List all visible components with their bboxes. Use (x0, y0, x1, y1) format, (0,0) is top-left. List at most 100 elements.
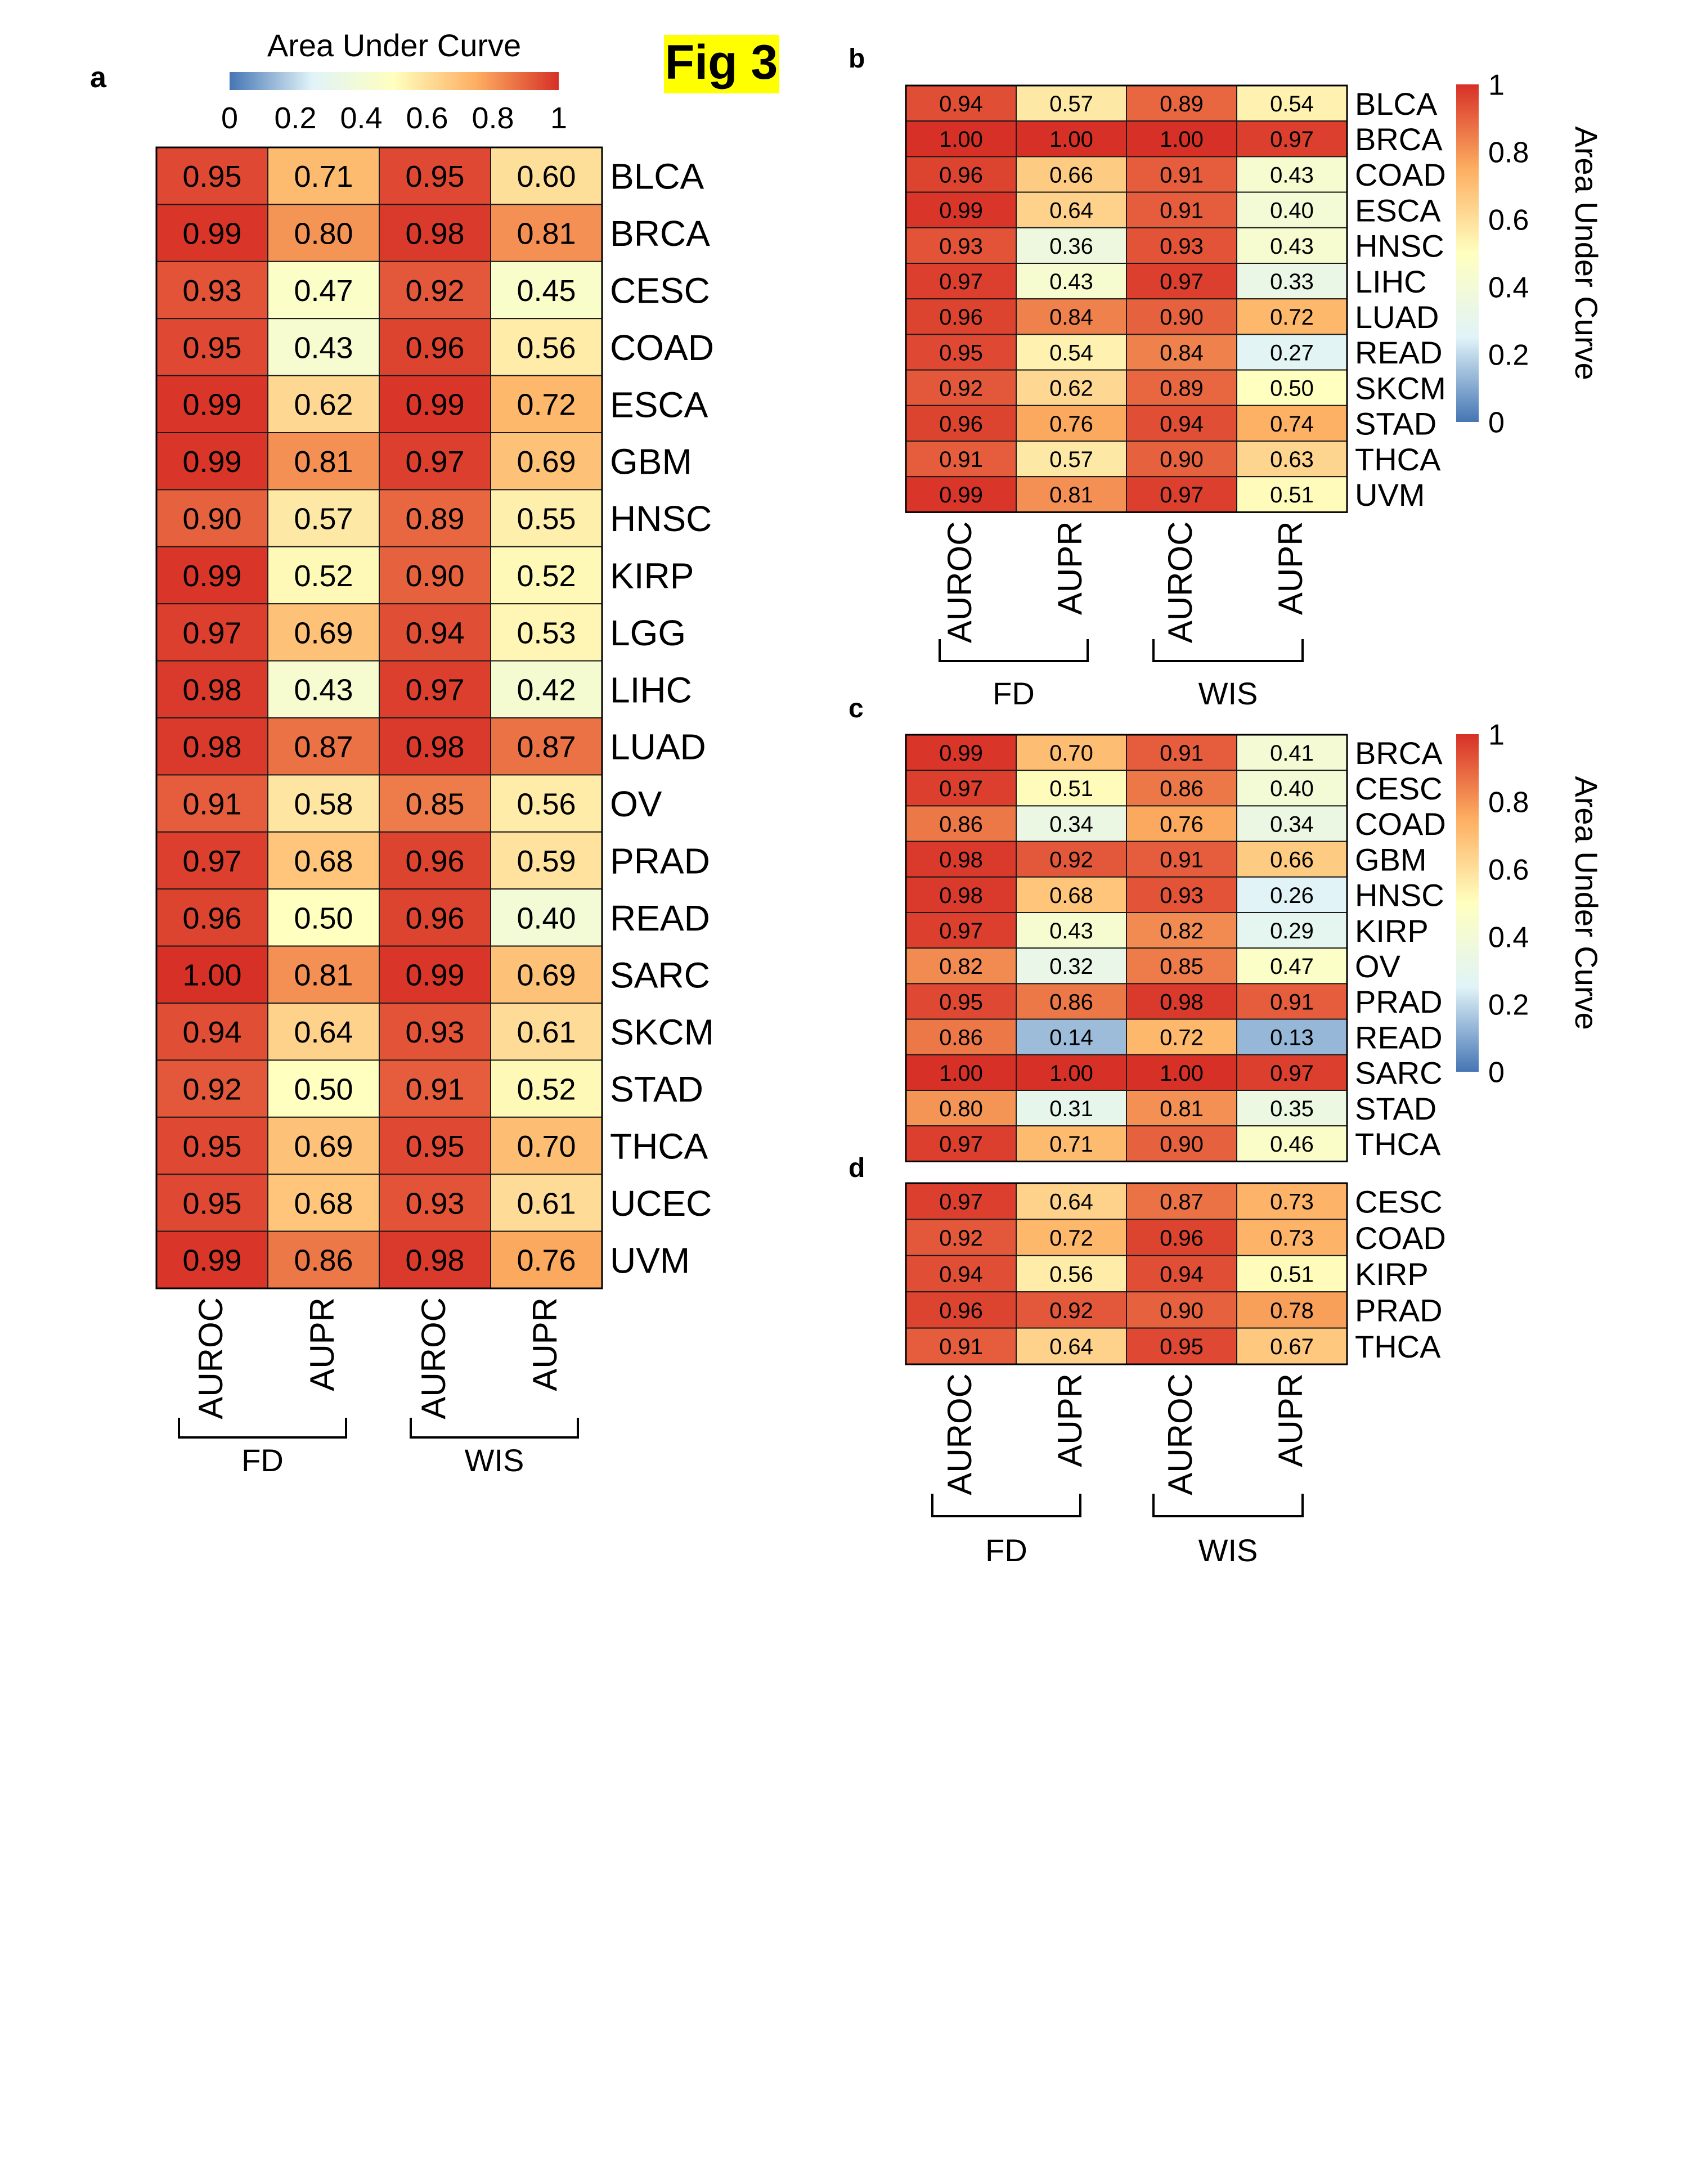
cell-value-label: 0.90 (1160, 1298, 1204, 1323)
legend-tick-label: 0.2 (1488, 989, 1529, 1022)
cell-value-label: 0.97 (182, 844, 241, 878)
cell-value-label: 0.68 (294, 1187, 353, 1220)
cell-value-label: 1.00 (939, 127, 983, 152)
cell-value-label: 0.29 (1270, 919, 1314, 943)
heatmap-cell (156, 260, 268, 320)
row-label: PRAD (1355, 1293, 1443, 1328)
cell-value-label: 0.54 (1270, 92, 1314, 116)
cell-value-label: 0.99 (405, 388, 464, 422)
legend-color-bar (230, 72, 559, 90)
cell-value-label: 0.86 (939, 1026, 983, 1050)
row-label: COAD (1355, 806, 1446, 842)
heatmap-cell (1236, 298, 1348, 335)
row-label: HNSC (610, 498, 712, 539)
row-label: HNSC (1355, 878, 1444, 913)
cell-value-label: 0.53 (517, 616, 576, 650)
cell-value-label: 0.99 (405, 959, 464, 992)
heatmap-panel-d: d 0.97 0.64 0.87 0.73 0.92 0.72 0.96 0.73 0.94 0.5… (849, 1153, 1446, 1568)
cell-value-label: 0.92 (405, 274, 464, 308)
panel-label: b (849, 44, 865, 74)
row-label: STAD (1355, 406, 1436, 442)
cell-value-label: 0.82 (939, 954, 983, 979)
cell-value-label: 0.95 (405, 1130, 464, 1163)
heatmap-cell (156, 774, 268, 833)
row-label: ESCA (610, 384, 708, 425)
heatmap-cell (1126, 263, 1237, 300)
legend-tick-label: 0.2 (274, 101, 316, 135)
cell-value-label: 0.94 (405, 616, 464, 650)
cell-value-label: 0.51 (1049, 776, 1093, 801)
figure-title: Fig 3 (664, 35, 779, 93)
row-label: COAD (610, 327, 714, 368)
heatmap-cell (379, 1059, 491, 1118)
cell-value-label: 0.62 (1049, 376, 1093, 401)
cell-value-label: 0.26 (1270, 883, 1314, 908)
cell-value-label: 0.82 (1160, 919, 1204, 943)
cell-value-label: 0.96 (939, 163, 983, 187)
cell-value-label: 0.62 (294, 388, 353, 422)
row-label: STAD (610, 1069, 703, 1109)
heatmap-cell (1236, 441, 1348, 478)
cell-value-label: 0.81 (294, 445, 353, 479)
legend-tick-label: 0.4 (1488, 922, 1529, 954)
column-label: AUROC (941, 1373, 978, 1495)
cell-value-label: 0.99 (182, 1244, 241, 1278)
cell-value-label: 0.87 (294, 730, 353, 764)
heatmap-cell (1236, 1090, 1348, 1127)
heatmap-cell (379, 1230, 491, 1289)
cell-value-label: 0.91 (1160, 741, 1204, 766)
cell-value-label: 0.34 (1049, 812, 1093, 837)
column-label: AUPR (1272, 1373, 1309, 1467)
cell-value-label: 0.94 (939, 92, 983, 116)
heatmap-cell (1016, 1219, 1127, 1256)
heatmap-cell (267, 1230, 380, 1289)
row-label: COAD (1355, 157, 1446, 192)
heatmap-cell (1016, 85, 1127, 122)
heatmap-cell (1016, 227, 1127, 264)
legend-tick-label: 0.8 (1488, 137, 1529, 169)
row-label: PRAD (610, 841, 710, 882)
heatmap-cell (1016, 770, 1127, 807)
cell-value-label: 0.84 (1049, 305, 1093, 330)
cell-value-label: 0.78 (1270, 1298, 1314, 1323)
heatmap-cell (1016, 805, 1127, 842)
heatmap-cell (267, 204, 380, 262)
row-label: KIRP (1355, 913, 1429, 949)
heatmap-cell (490, 546, 603, 605)
heatmap-cell (905, 156, 1017, 193)
heatmap-cell (1126, 983, 1237, 1020)
cell-value-label: 1.00 (1160, 127, 1204, 152)
row-label: BRCA (1355, 735, 1443, 771)
cell-value-label: 0.59 (517, 844, 576, 878)
row-label: PRAD (1355, 984, 1443, 1019)
cell-value-label: 0.76 (1049, 412, 1093, 437)
heatmap-cell (267, 1059, 380, 1118)
heatmap-cell (1126, 85, 1237, 122)
cell-value-label: 0.92 (1049, 1298, 1093, 1323)
row-label: THCA (1355, 1329, 1441, 1364)
heatmap-cell (1126, 805, 1237, 842)
column-label: AUROC (192, 1297, 230, 1419)
cell-value-label: 0.68 (294, 844, 353, 878)
group-label: WIS (1198, 1533, 1258, 1568)
cell-value-label: 0.86 (939, 812, 983, 837)
cell-value-label: 0.97 (1270, 1061, 1314, 1086)
group-bracket (931, 1494, 1081, 1517)
cell-value-label: 0.71 (1049, 1132, 1093, 1157)
cell-value-label: 0.97 (939, 1190, 983, 1215)
heatmap-cell (379, 147, 491, 205)
heatmap-cell (1126, 476, 1237, 513)
heatmap-cell (379, 318, 491, 376)
cell-value-label: 0.72 (1270, 305, 1314, 330)
heatmap-cell (905, 770, 1017, 807)
cell-value-label: 0.97 (1160, 483, 1204, 507)
heatmap-border (905, 1182, 1348, 1365)
cell-value-label: 0.36 (1049, 234, 1093, 259)
legend-tick-label: 0.4 (1488, 272, 1529, 304)
heatmap-cell (490, 945, 603, 1004)
cell-value-label: 0.96 (1160, 1226, 1204, 1251)
cell-value-label: 0.95 (182, 1187, 241, 1220)
legend-tick-label: 1 (1488, 69, 1505, 102)
cell-value-label: 0.73 (1270, 1226, 1314, 1251)
row-label: OV (1355, 949, 1401, 984)
